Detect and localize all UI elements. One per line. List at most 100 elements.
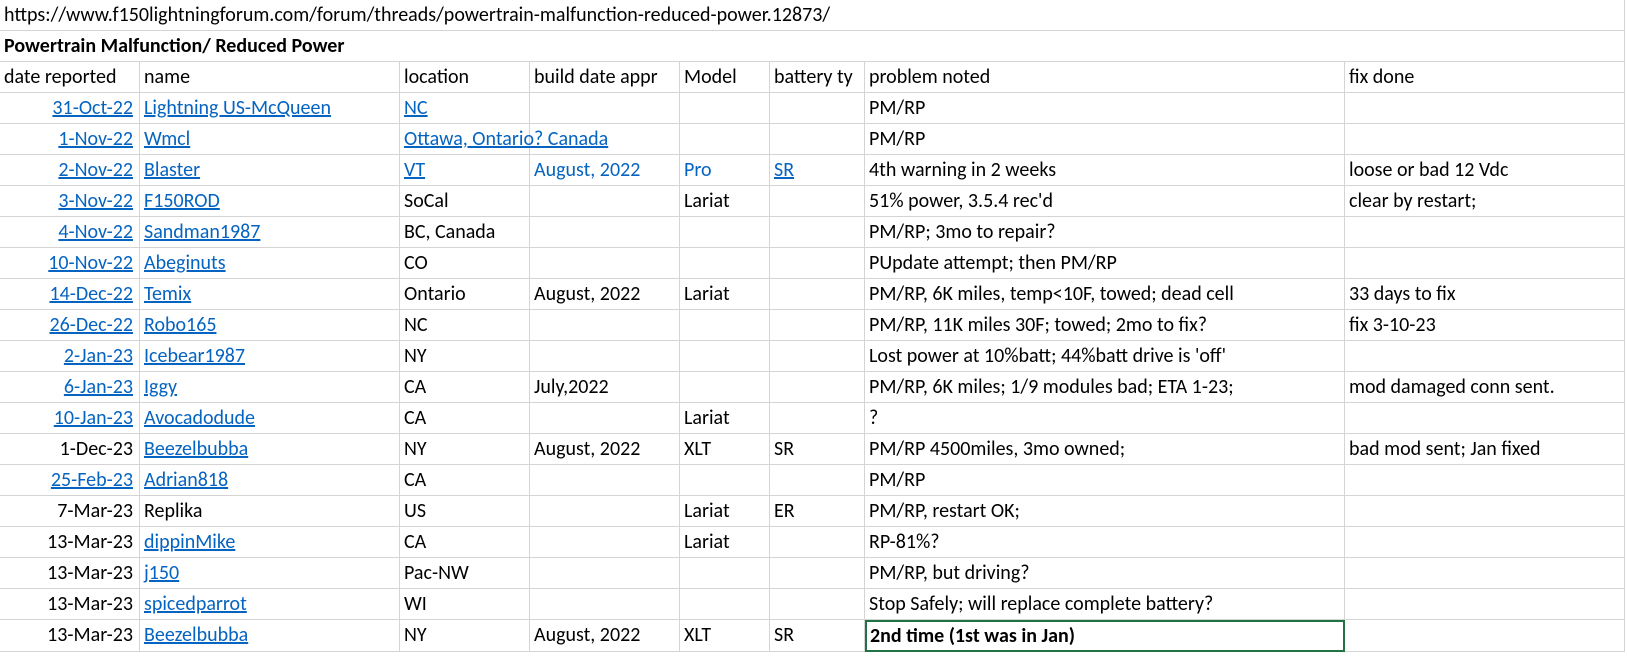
cell-model[interactable]: Lariat	[680, 403, 770, 434]
cell-build[interactable]: August, 2022	[530, 434, 680, 465]
cell-problem[interactable]: PM/RP, 6K miles, temp<10F, towed; dead c…	[865, 279, 1345, 310]
cell-build[interactable]	[530, 558, 680, 589]
date-link[interactable]: 26-Dec-22	[49, 313, 133, 337]
cell-battery[interactable]	[770, 589, 865, 620]
cell-build[interactable]	[530, 527, 680, 558]
cell-name[interactable]: Lightning US-McQueen	[140, 93, 400, 124]
cell-battery[interactable]	[770, 186, 865, 217]
date-link[interactable]: 2-Nov-22	[58, 158, 133, 182]
cell-location[interactable]: Ottawa, Ontario? Canada	[400, 124, 530, 155]
cell-build[interactable]: August, 2022	[530, 279, 680, 310]
cell-location[interactable]: NY	[400, 620, 530, 652]
cell-model[interactable]: Pro	[680, 155, 770, 186]
cell-date[interactable]: 3-Nov-22	[0, 186, 140, 217]
cell-problem[interactable]: PM/RP, 6K miles; 1/9 modules bad; ETA 1-…	[865, 372, 1345, 403]
cell-location[interactable]: CA	[400, 527, 530, 558]
cell-name[interactable]: Iggy	[140, 372, 400, 403]
location-link[interactable]: VT	[404, 158, 425, 182]
cell-name[interactable]: Robo165	[140, 310, 400, 341]
cell-date[interactable]: 26-Dec-22	[0, 310, 140, 341]
cell-fix[interactable]	[1345, 248, 1625, 279]
cell-name[interactable]: Beezelbubba	[140, 434, 400, 465]
cell-fix[interactable]	[1345, 589, 1625, 620]
cell-date[interactable]: 2-Jan-23	[0, 341, 140, 372]
cell-name[interactable]: spicedparrot	[140, 589, 400, 620]
cell-fix[interactable]: mod damaged conn sent.	[1345, 372, 1625, 403]
cell-location[interactable]: NC	[400, 310, 530, 341]
cell-fix[interactable]: bad mod sent; Jan fixed	[1345, 434, 1625, 465]
name-link[interactable]: Adrian818	[144, 468, 228, 492]
cell-date[interactable]: 13-Mar-23	[0, 558, 140, 589]
cell-build[interactable]	[530, 341, 680, 372]
cell-battery[interactable]	[770, 279, 865, 310]
date-link[interactable]: 1-Nov-22	[58, 127, 133, 151]
cell-battery[interactable]: SR	[770, 620, 865, 652]
source-url[interactable]: https://www.f150lightningforum.com/forum…	[0, 0, 1625, 31]
date-link[interactable]: 2-Jan-23	[64, 344, 133, 368]
cell-fix[interactable]	[1345, 403, 1625, 434]
cell-build[interactable]	[530, 310, 680, 341]
cell-problem[interactable]: PM/RP; 3mo to repair?	[865, 217, 1345, 248]
cell-fix[interactable]: fix 3-10-23	[1345, 310, 1625, 341]
name-link[interactable]: Icebear1987	[144, 344, 245, 368]
cell-fix[interactable]	[1345, 465, 1625, 496]
cell-model[interactable]	[680, 217, 770, 248]
cell-fix[interactable]: clear by restart;	[1345, 186, 1625, 217]
cell-problem[interactable]: PM/RP 4500miles, 3mo owned;	[865, 434, 1345, 465]
spreadsheet[interactable]: https://www.f150lightningforum.com/forum…	[0, 0, 1627, 652]
cell-date[interactable]: 31-Oct-22	[0, 93, 140, 124]
cell-location[interactable]: US	[400, 496, 530, 527]
cell-date[interactable]: 25-Feb-23	[0, 465, 140, 496]
cell-fix[interactable]: loose or bad 12 Vdc	[1345, 155, 1625, 186]
cell-date[interactable]: 1-Nov-22	[0, 124, 140, 155]
cell-name[interactable]: Avocadodude	[140, 403, 400, 434]
cell-build[interactable]	[530, 496, 680, 527]
cell-fix[interactable]	[1345, 217, 1625, 248]
cell-problem[interactable]: RP-81%?	[865, 527, 1345, 558]
cell-location[interactable]: CA	[400, 465, 530, 496]
cell-problem[interactable]: PM/RP	[865, 124, 1345, 155]
cell-name[interactable]: Blaster	[140, 155, 400, 186]
cell-build[interactable]	[530, 403, 680, 434]
cell-name[interactable]: Abeginuts	[140, 248, 400, 279]
cell-date[interactable]: 1-Dec-23	[0, 434, 140, 465]
cell-build[interactable]: August, 2022	[530, 155, 680, 186]
cell-model[interactable]	[680, 372, 770, 403]
cell-model[interactable]: XLT	[680, 434, 770, 465]
cell-model[interactable]: Lariat	[680, 496, 770, 527]
cell-name[interactable]: Replika	[140, 496, 400, 527]
cell-model[interactable]	[680, 465, 770, 496]
cell-location[interactable]: Ontario	[400, 279, 530, 310]
date-link[interactable]: 10-Nov-22	[48, 251, 133, 275]
cell-date[interactable]: 2-Nov-22	[0, 155, 140, 186]
cell-problem[interactable]: 4th warning in 2 weeks	[865, 155, 1345, 186]
cell-location[interactable]: NC	[400, 93, 530, 124]
cell-fix[interactable]: 33 days to fix	[1345, 279, 1625, 310]
cell-name[interactable]: Beezelbubba	[140, 620, 400, 652]
cell-model[interactable]: XLT	[680, 620, 770, 652]
name-link[interactable]: Beezelbubba	[144, 623, 248, 647]
cell-location[interactable]: VT	[400, 155, 530, 186]
cell-problem[interactable]: PM/RP, restart OK;	[865, 496, 1345, 527]
cell-build[interactable]	[530, 465, 680, 496]
cell-model[interactable]	[680, 558, 770, 589]
cell-date[interactable]: 10-Nov-22	[0, 248, 140, 279]
cell-battery[interactable]	[770, 310, 865, 341]
date-link[interactable]: 6-Jan-23	[64, 375, 133, 399]
cell-date[interactable]: 4-Nov-22	[0, 217, 140, 248]
cell-date[interactable]: 13-Mar-23	[0, 589, 140, 620]
cell-problem[interactable]: ?	[865, 403, 1345, 434]
cell-location[interactable]: CO	[400, 248, 530, 279]
cell-battery[interactable]	[770, 403, 865, 434]
name-link[interactable]: Temix	[144, 282, 191, 306]
cell-battery[interactable]	[770, 93, 865, 124]
cell-build[interactable]	[530, 124, 680, 155]
cell-date[interactable]: 7-Mar-23	[0, 496, 140, 527]
name-link[interactable]: spicedparrot	[144, 592, 247, 616]
cell-date[interactable]: 10-Jan-23	[0, 403, 140, 434]
cell-model[interactable]	[680, 124, 770, 155]
date-link[interactable]: 10-Jan-23	[54, 406, 133, 430]
cell-problem[interactable]: PM/RP, but driving?	[865, 558, 1345, 589]
cell-location[interactable]: Pac-NW	[400, 558, 530, 589]
cell-name[interactable]: dippinMike	[140, 527, 400, 558]
